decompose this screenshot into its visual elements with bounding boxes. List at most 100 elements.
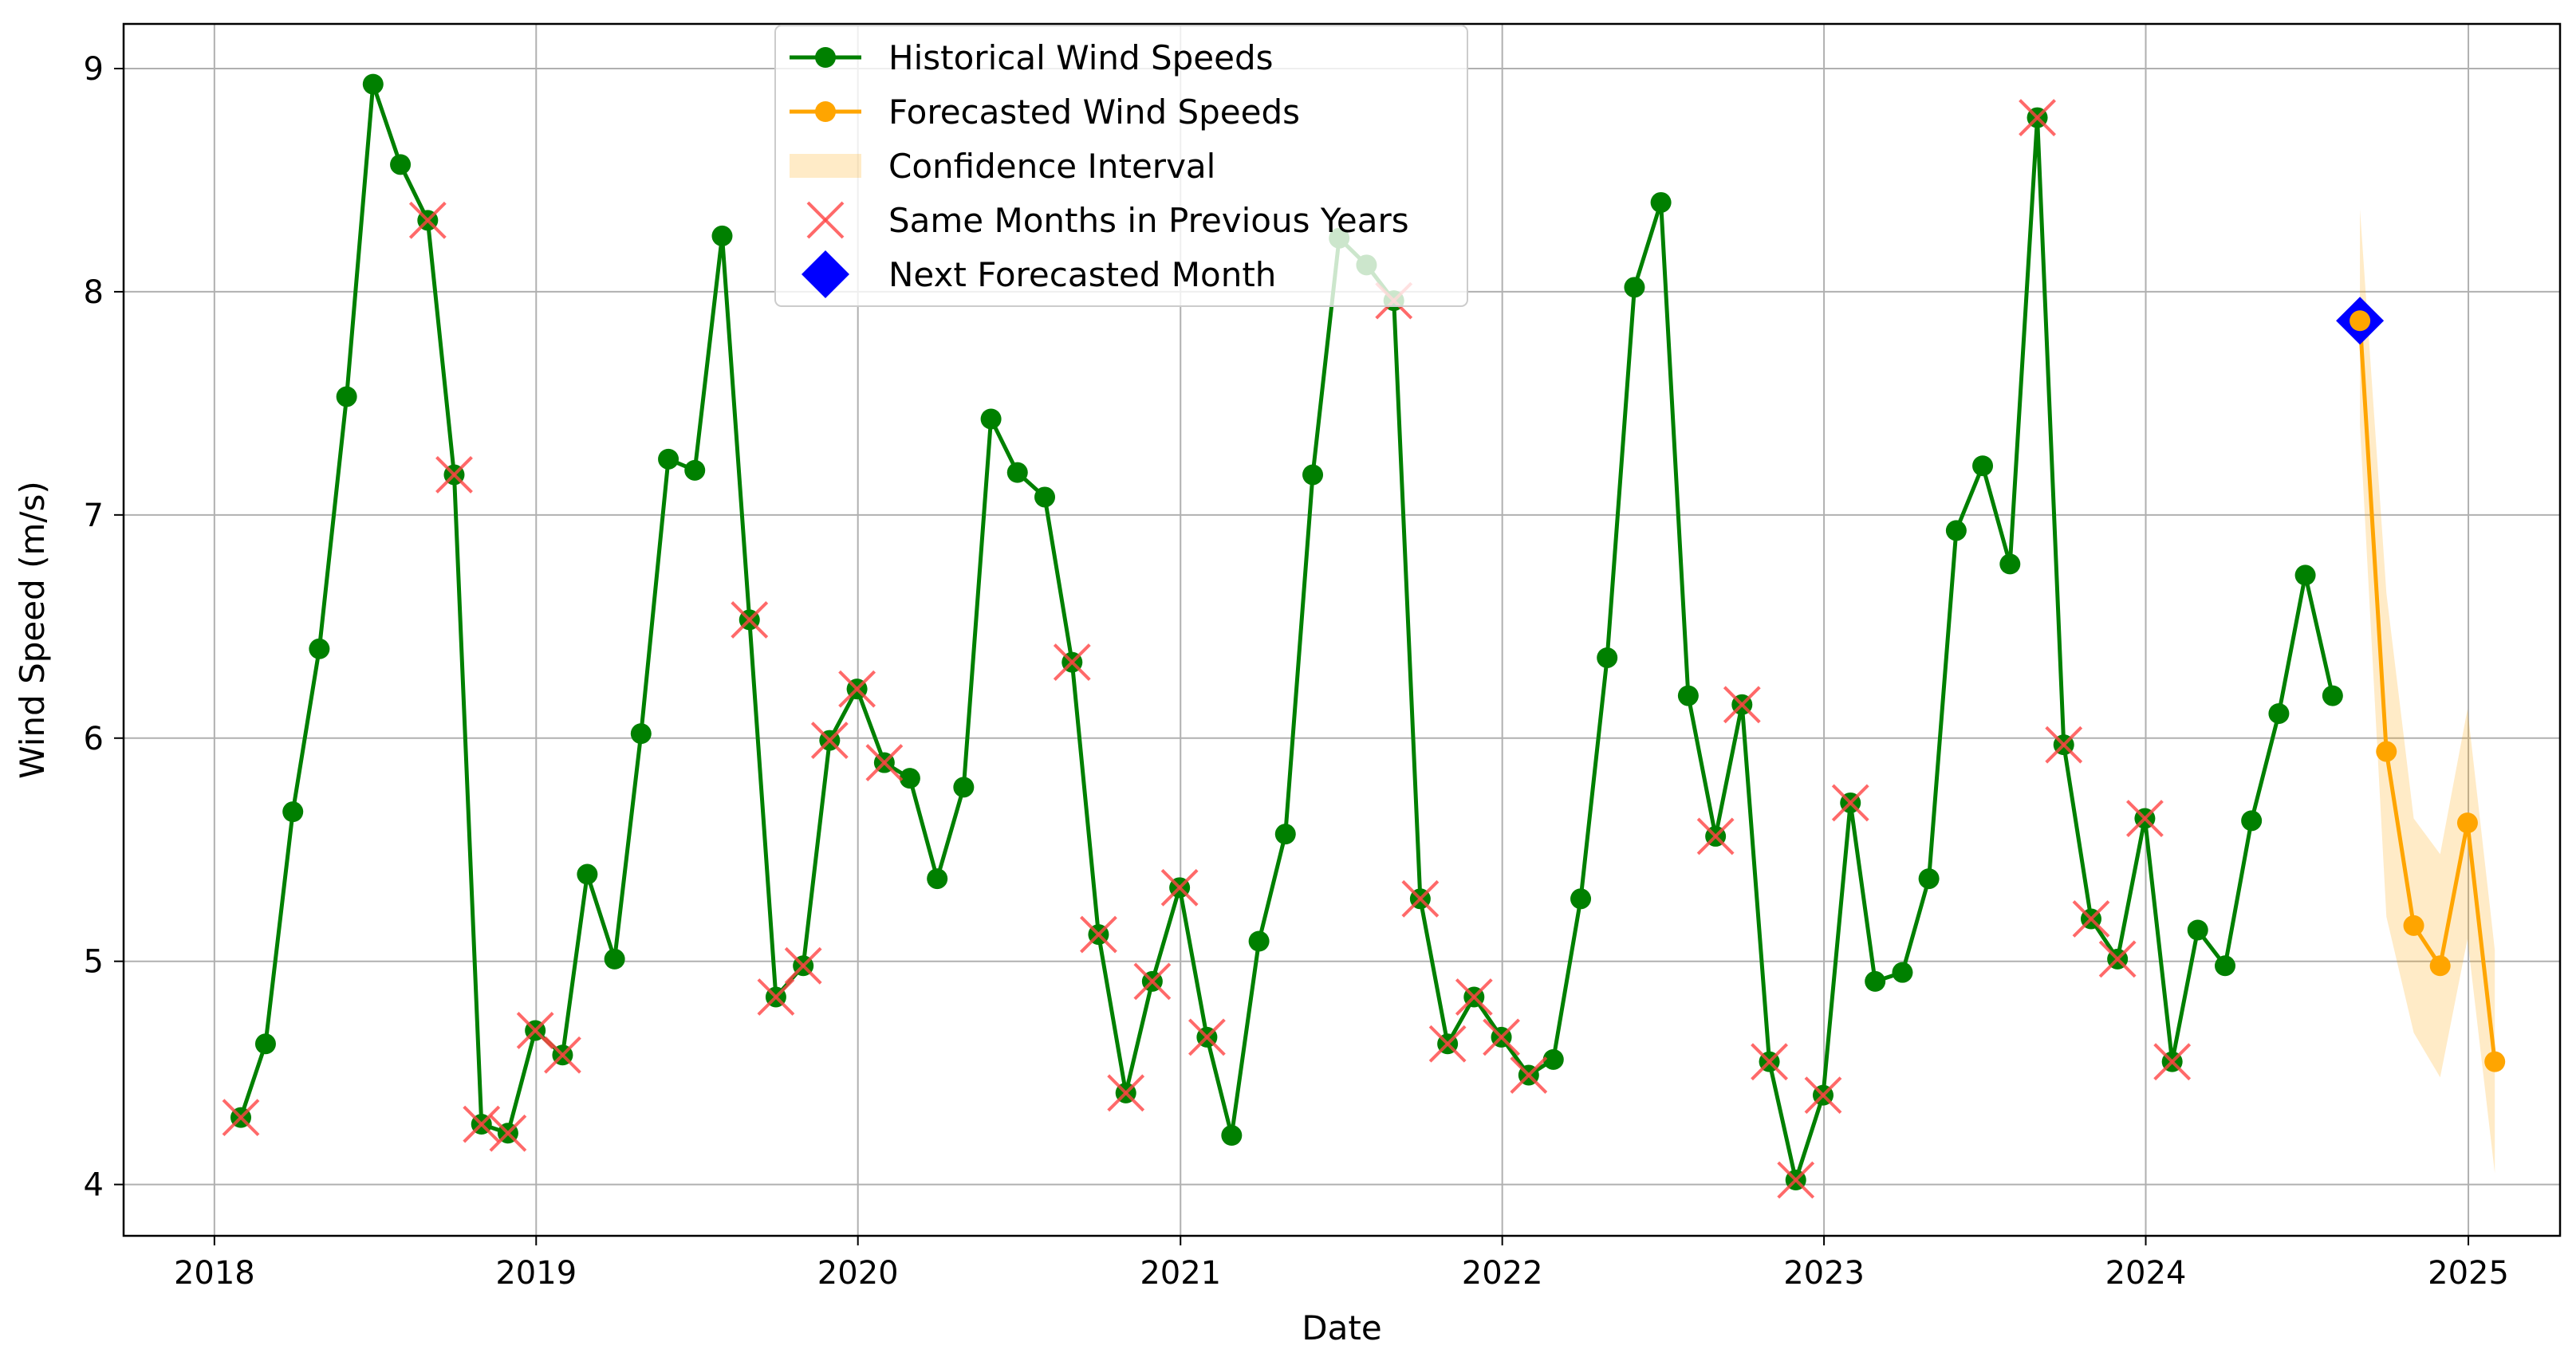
same-month-marker <box>544 1036 581 1074</box>
same-month-marker <box>2019 99 2056 136</box>
x-tick-label: 2018 <box>174 1255 255 1292</box>
x-stroke <box>2125 800 2164 837</box>
historical-data-point <box>282 801 304 823</box>
same-month-marker <box>2045 726 2083 764</box>
historical-data-point <box>604 948 625 970</box>
overlay-markers-layer <box>222 99 2385 1199</box>
x-stroke <box>1483 1018 1520 1056</box>
x-stroke <box>1455 978 1493 1016</box>
same-month-marker <box>1777 1161 1815 1199</box>
legend-label: Same Months in Previous Years <box>888 201 1409 240</box>
legend-item: Next Forecasted Month <box>802 250 1276 298</box>
historical-data-point <box>1624 277 1645 298</box>
same-month-marker <box>1804 1076 1842 1115</box>
x-stroke <box>516 1012 554 1049</box>
legend-box <box>774 25 1468 307</box>
x-stroke <box>544 1036 581 1074</box>
historical-data-point <box>309 638 330 659</box>
historical-data-point <box>1006 462 1028 483</box>
historical-data-point <box>1865 970 1886 992</box>
confidence-interval-layer <box>2360 209 2495 1174</box>
historical-data-point <box>1302 464 1324 486</box>
historical-data-point <box>1274 824 1296 845</box>
x-stroke <box>1133 962 1172 1001</box>
x-stroke <box>1510 1056 1548 1094</box>
same-month-marker <box>1053 643 1091 682</box>
confidence-interval-band <box>2360 209 2495 1174</box>
forecast-data-point <box>2350 310 2371 332</box>
same-month-marker <box>1455 978 1493 1016</box>
same-month-marker <box>838 670 876 708</box>
x-stroke <box>1053 643 1091 682</box>
legend-label: Historical Wind Speeds <box>888 38 1274 77</box>
historical-data-point <box>1918 868 1940 890</box>
same-month-marker <box>865 744 904 781</box>
legend-item: Forecasted Wind Speeds <box>790 92 1300 132</box>
legend-item: Historical Wind Speeds <box>790 38 1274 77</box>
historical-data-point <box>1221 1125 1243 1147</box>
x-stroke <box>1831 784 1869 822</box>
same-month-marker <box>1160 868 1199 907</box>
forecast-data-point <box>2484 1051 2506 1072</box>
historical-data-point <box>1542 1048 1564 1070</box>
legend-label: Confidence Interval <box>888 147 1215 186</box>
forecast-series-line <box>2357 321 2497 1062</box>
x-stroke <box>222 1099 260 1137</box>
x-stroke <box>1401 879 1440 918</box>
x-stroke <box>838 670 876 708</box>
forecast-data-point <box>2376 741 2397 762</box>
x-tick-label: 2019 <box>495 1255 577 1292</box>
x-tick-label: 2021 <box>1140 1255 1221 1292</box>
legend-label: Next Forecasted Month <box>888 255 1276 294</box>
historical-data-point <box>953 777 975 798</box>
x-stroke <box>784 946 822 985</box>
historical-data-point <box>1892 962 1913 983</box>
historical-data-point <box>927 868 948 890</box>
y-tick-label: 6 <box>84 721 104 757</box>
x-stroke <box>1696 817 1735 856</box>
same-month-marker <box>1133 962 1172 1001</box>
same-month-marker <box>222 1099 260 1137</box>
historical-data-point <box>1972 455 1994 477</box>
legend-item: Confidence Interval <box>790 147 1215 186</box>
x-tick-label: 2025 <box>2428 1255 2509 1292</box>
historical-data-point <box>2241 810 2263 832</box>
historical-data-point <box>630 723 652 745</box>
x-tick-label: 2023 <box>1783 1255 1865 1292</box>
legend: Historical Wind Speeds Forecasted Wind Sp… <box>774 25 1468 307</box>
same-month-marker <box>784 946 822 985</box>
forecast-data-point <box>2456 812 2478 834</box>
historical-data-point <box>1597 647 1618 668</box>
historical-data-point <box>899 768 920 789</box>
plot-frame <box>122 22 2562 1237</box>
legend-diamond-icon <box>802 250 849 298</box>
historical-data-point <box>336 386 357 407</box>
historical-data-point <box>1650 191 1672 213</box>
same-month-marker <box>731 600 769 639</box>
x-stroke <box>463 1105 501 1143</box>
x-stroke <box>1428 1025 1467 1063</box>
historical-data-point <box>1999 553 2021 575</box>
x-stroke <box>865 744 904 781</box>
x-tick-label: 2022 <box>1462 1255 1543 1292</box>
x-stroke <box>2045 726 2083 764</box>
x-stroke <box>731 600 769 639</box>
y-tick-label: 8 <box>84 274 104 311</box>
forecast-data-point <box>2429 955 2451 977</box>
legend-patch-icon <box>790 154 861 178</box>
same-month-marker <box>2125 800 2164 837</box>
historical-data-point <box>1945 520 1967 541</box>
x-stroke <box>2019 99 2056 136</box>
legend-marker-icon <box>815 101 836 122</box>
same-month-marker <box>1401 879 1440 918</box>
historical-data-point <box>1034 486 1056 508</box>
x-stroke <box>2072 900 2110 938</box>
historical-data-point <box>577 863 598 885</box>
historical-data-point <box>1570 888 1592 910</box>
same-month-marker <box>810 722 849 759</box>
legend-marker-icon <box>815 47 836 68</box>
historical-data-point <box>2268 702 2290 724</box>
same-month-marker <box>1107 1074 1145 1112</box>
same-month-marker <box>757 978 795 1016</box>
same-month-marker <box>489 1114 527 1152</box>
